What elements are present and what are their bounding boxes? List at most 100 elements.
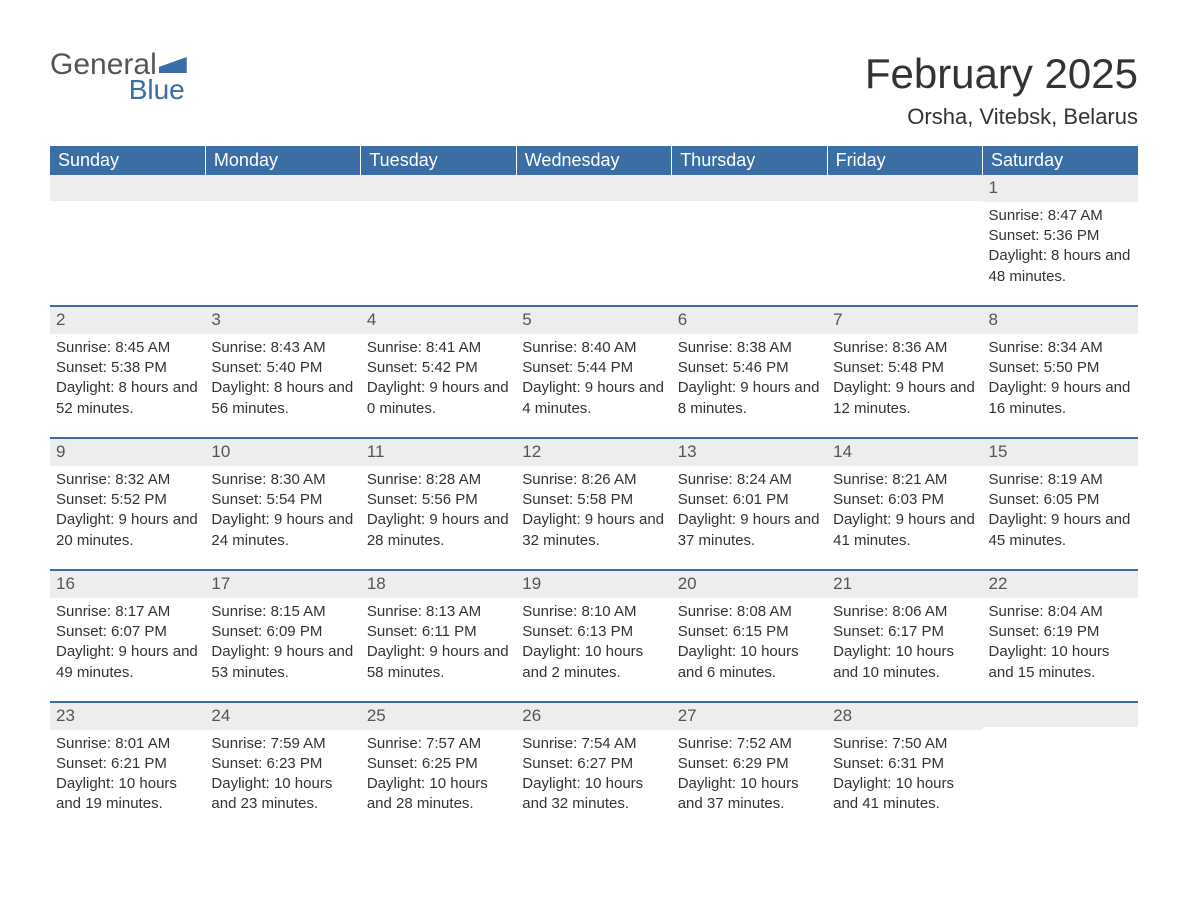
sunset-text: Sunset: 5:58 PM	[522, 490, 665, 510]
sunrise-text: Sunrise: 8:30 AM	[211, 470, 354, 490]
calendar-day-cell: 8 Sunrise: 8:34 AMSunset: 5:50 PMDaylight…	[983, 305, 1138, 437]
daylight-text: Daylight: 9 hours and 32 minutes.	[522, 510, 665, 551]
day-number	[516, 175, 671, 201]
day-number: 28	[827, 701, 982, 730]
calendar-day-cell	[361, 175, 516, 305]
sunrise-text: Sunrise: 8:04 AM	[989, 602, 1132, 622]
daylight-text: Daylight: 8 hours and 48 minutes.	[989, 246, 1132, 287]
sunset-text: Sunset: 6:09 PM	[211, 622, 354, 642]
calendar-day-cell: 24Sunrise: 7:59 AMSunset: 6:23 PMDayligh…	[205, 701, 360, 833]
daylight-text: Daylight: 9 hours and 37 minutes.	[678, 510, 821, 551]
sunrise-text: Sunrise: 8:26 AM	[522, 470, 665, 490]
day-number: 10	[205, 437, 360, 466]
daylight-text: Daylight: 10 hours and 6 minutes.	[678, 642, 821, 683]
sunrise-text: Sunrise: 8:13 AM	[367, 602, 510, 622]
calendar-day-cell: 2Sunrise: 8:45 AMSunset: 5:38 PMDaylight…	[50, 305, 205, 437]
daylight-text: Daylight: 9 hours and 0 minutes.	[367, 378, 510, 419]
day-number	[827, 175, 982, 201]
sunset-text: Sunset: 6:15 PM	[678, 622, 821, 642]
calendar-day-cell: 3 Sunrise: 8:43 AMSunset: 5:40 PMDaylight…	[205, 305, 360, 437]
daylight-text: Daylight: 9 hours and 49 minutes.	[56, 642, 199, 683]
daylight-text: Daylight: 9 hours and 53 minutes.	[211, 642, 354, 683]
sunset-text: Sunset: 5:42 PM	[367, 358, 510, 378]
day-number: 13	[672, 437, 827, 466]
calendar-day-cell: 13Sunrise: 8:24 AMSunset: 6:01 PMDayligh…	[672, 437, 827, 569]
sunrise-text: Sunrise: 7:54 AM	[522, 734, 665, 754]
sunset-text: Sunset: 5:38 PM	[56, 358, 199, 378]
day-number: 11	[361, 437, 516, 466]
calendar-day-cell: 15Sunrise: 8:19 AMSunset: 6:05 PMDayligh…	[983, 437, 1138, 569]
calendar-day-cell: 28Sunrise: 7:50 AMSunset: 6:31 PMDayligh…	[827, 701, 982, 833]
sunrise-text: Sunrise: 8:28 AM	[367, 470, 510, 490]
sunrise-text: Sunrise: 8:43 AM	[211, 338, 354, 358]
sunset-text: Sunset: 6:21 PM	[56, 754, 199, 774]
day-header: Tuesday	[361, 146, 516, 175]
sunrise-text: Sunrise: 8:34 AM	[989, 338, 1132, 358]
day-number: 25	[361, 701, 516, 730]
day-number: 3	[205, 305, 360, 334]
daylight-text: Daylight: 10 hours and 32 minutes.	[522, 774, 665, 815]
calendar-day-cell: 1Sunrise: 8:47 AMSunset: 5:36 PMDaylight…	[983, 175, 1138, 305]
calendar-week-row: 23Sunrise: 8:01 AMSunset: 6:21 PMDayligh…	[50, 701, 1138, 833]
sunset-text: Sunset: 6:11 PM	[367, 622, 510, 642]
daylight-text: Daylight: 9 hours and 45 minutes.	[989, 510, 1132, 551]
day-header: Monday	[205, 146, 360, 175]
sunset-text: Sunset: 6:23 PM	[211, 754, 354, 774]
daylight-text: Daylight: 10 hours and 37 minutes.	[678, 774, 821, 815]
sunrise-text: Sunrise: 7:50 AM	[833, 734, 976, 754]
daylight-text: Daylight: 9 hours and 20 minutes.	[56, 510, 199, 551]
calendar-day-cell: 11Sunrise: 8:28 AMSunset: 5:56 PMDayligh…	[361, 437, 516, 569]
calendar-day-cell	[827, 175, 982, 305]
calendar-week-row: 2Sunrise: 8:45 AMSunset: 5:38 PMDaylight…	[50, 305, 1138, 437]
day-number: 20	[672, 569, 827, 598]
day-number: 23	[50, 701, 205, 730]
calendar-table: SundayMondayTuesdayWednesdayThursdayFrid…	[50, 146, 1138, 833]
day-number: 8	[983, 305, 1138, 334]
day-number: 18	[361, 569, 516, 598]
daylight-text: Daylight: 9 hours and 12 minutes.	[833, 378, 976, 419]
daylight-text: Daylight: 10 hours and 19 minutes.	[56, 774, 199, 815]
sunrise-text: Sunrise: 8:24 AM	[678, 470, 821, 490]
daylight-text: Daylight: 9 hours and 16 minutes.	[989, 378, 1132, 419]
calendar-day-cell	[983, 701, 1138, 833]
day-number: 19	[516, 569, 671, 598]
day-number: 15	[983, 437, 1138, 466]
sunrise-text: Sunrise: 8:45 AM	[56, 338, 199, 358]
sunset-text: Sunset: 5:50 PM	[989, 358, 1132, 378]
day-number: 6	[672, 305, 827, 334]
sunrise-text: Sunrise: 7:57 AM	[367, 734, 510, 754]
daylight-text: Daylight: 9 hours and 24 minutes.	[211, 510, 354, 551]
sunset-text: Sunset: 6:27 PM	[522, 754, 665, 774]
day-number: 12	[516, 437, 671, 466]
sunset-text: Sunset: 6:05 PM	[989, 490, 1132, 510]
day-number: 1	[983, 175, 1138, 202]
day-number: 5	[516, 305, 671, 334]
day-number	[205, 175, 360, 201]
day-number	[361, 175, 516, 201]
day-number	[672, 175, 827, 201]
calendar-day-cell: 14Sunrise: 8:21 AMSunset: 6:03 PMDayligh…	[827, 437, 982, 569]
sunset-text: Sunset: 5:48 PM	[833, 358, 976, 378]
sunset-text: Sunset: 5:40 PM	[211, 358, 354, 378]
sunrise-text: Sunrise: 8:06 AM	[833, 602, 976, 622]
calendar-day-cell: 9Sunrise: 8:32 AMSunset: 5:52 PMDaylight…	[50, 437, 205, 569]
calendar-day-cell: 23Sunrise: 8:01 AMSunset: 6:21 PMDayligh…	[50, 701, 205, 833]
sunset-text: Sunset: 6:13 PM	[522, 622, 665, 642]
daylight-text: Daylight: 9 hours and 8 minutes.	[678, 378, 821, 419]
sunrise-text: Sunrise: 8:40 AM	[522, 338, 665, 358]
calendar-day-cell: 6Sunrise: 8:38 AMSunset: 5:46 PMDaylight…	[672, 305, 827, 437]
day-number: 26	[516, 701, 671, 730]
day-number	[983, 701, 1138, 727]
sunrise-text: Sunrise: 8:38 AM	[678, 338, 821, 358]
calendar-day-cell: 20Sunrise: 8:08 AMSunset: 6:15 PMDayligh…	[672, 569, 827, 701]
day-number: 22	[983, 569, 1138, 598]
sunrise-text: Sunrise: 7:52 AM	[678, 734, 821, 754]
calendar-week-row: 9Sunrise: 8:32 AMSunset: 5:52 PMDaylight…	[50, 437, 1138, 569]
calendar-day-cell	[205, 175, 360, 305]
calendar-day-cell: 16Sunrise: 8:17 AMSunset: 6:07 PMDayligh…	[50, 569, 205, 701]
logo: General Blue	[50, 50, 187, 104]
sunset-text: Sunset: 6:17 PM	[833, 622, 976, 642]
calendar-day-cell	[672, 175, 827, 305]
daylight-text: Daylight: 8 hours and 56 minutes.	[211, 378, 354, 419]
daylight-text: Daylight: 10 hours and 28 minutes.	[367, 774, 510, 815]
